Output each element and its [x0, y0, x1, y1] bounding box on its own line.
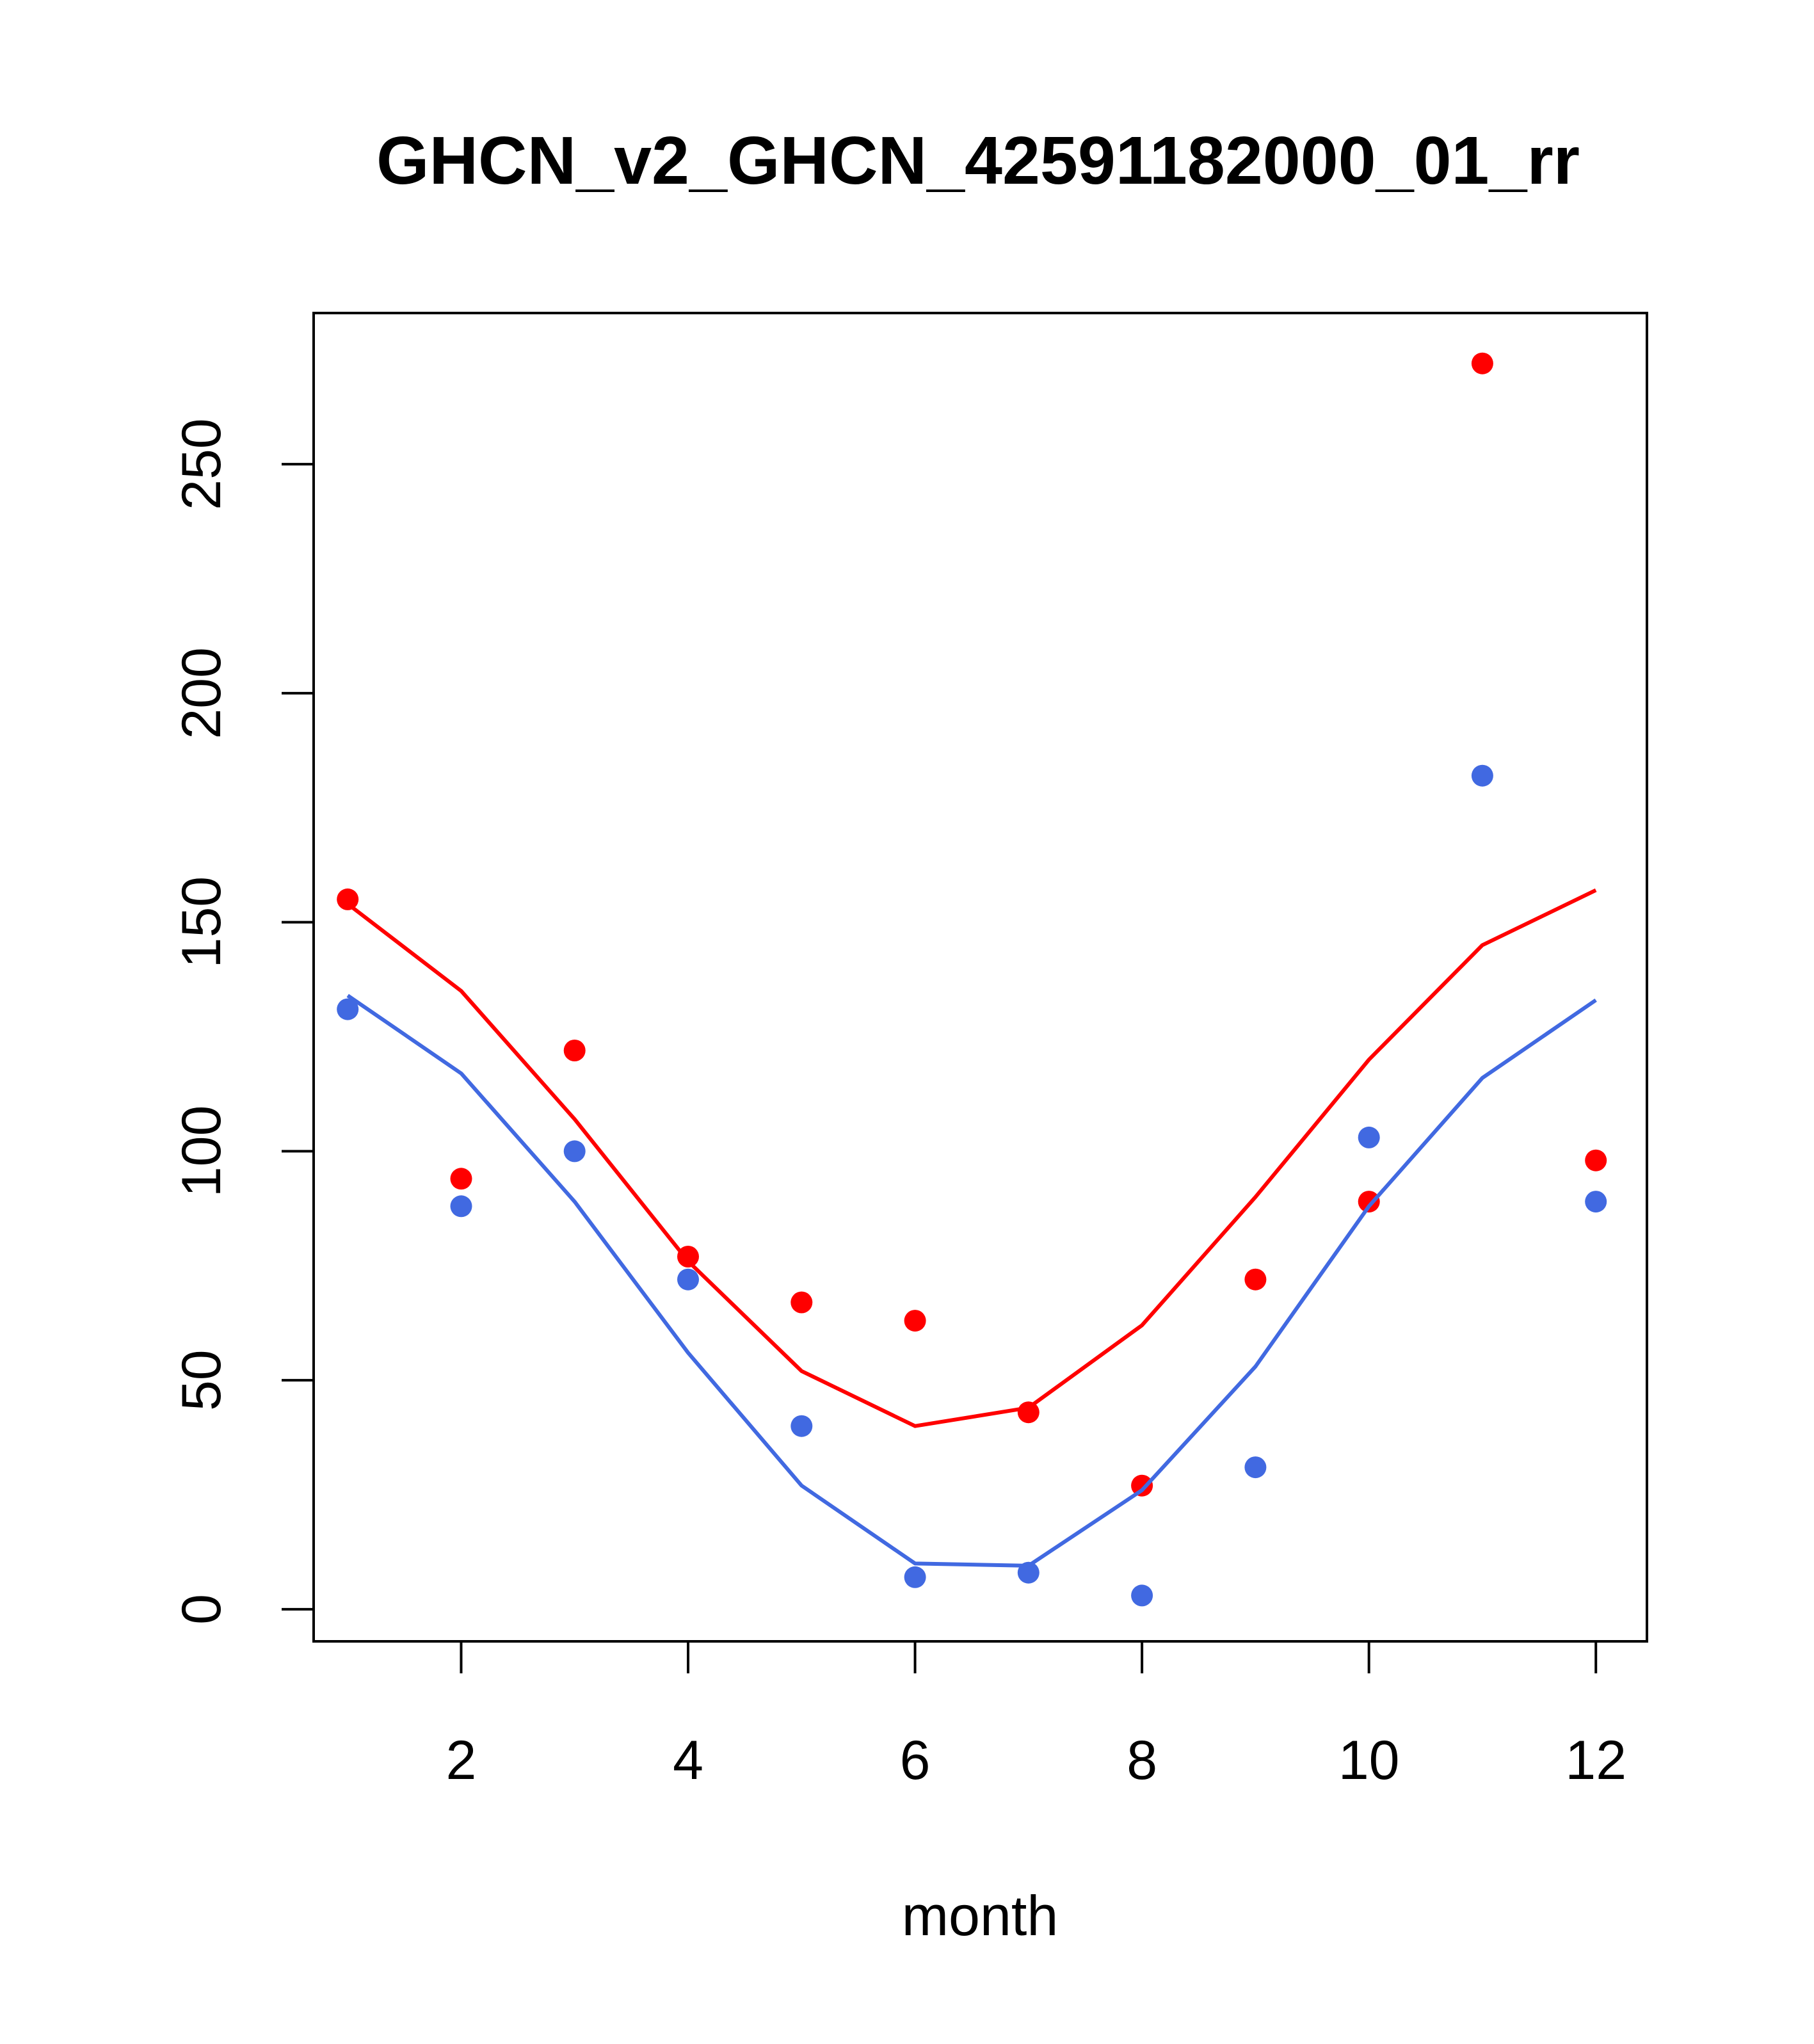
y-tick-label: 100 — [171, 1106, 232, 1198]
series-2-point — [1471, 764, 1493, 787]
series-2 — [337, 764, 1607, 1607]
x-tick-label: 4 — [673, 1730, 703, 1791]
series-2-line — [346, 994, 1597, 1568]
series-1-point — [1017, 1401, 1039, 1424]
series-1-point — [1131, 1474, 1153, 1497]
x-tick-label: 12 — [1565, 1730, 1626, 1791]
series-1-point — [677, 1246, 699, 1267]
y-tick-label: 250 — [171, 418, 232, 510]
series-2-point — [677, 1268, 699, 1291]
series-2-point — [337, 998, 359, 1020]
series-1-point — [791, 1291, 813, 1314]
series-layer — [337, 352, 1607, 1607]
series-2-point — [904, 1566, 926, 1588]
chart-title: GHCN_v2_GHCN_42591182000_01_rr — [376, 123, 1580, 198]
x-axis: 2 4 6 8 10 12 — [446, 1640, 1626, 1791]
x-tick-label: 6 — [900, 1730, 931, 1791]
series-1-point — [563, 1040, 586, 1061]
series-1-point — [337, 888, 359, 910]
series-2-point — [1358, 1126, 1380, 1148]
series-2-point — [1131, 1584, 1153, 1607]
y-tick-label: 200 — [171, 647, 232, 739]
x-tick-label: 10 — [1338, 1730, 1400, 1791]
series-2-point — [450, 1195, 472, 1218]
series-1-point — [1585, 1149, 1607, 1171]
series-2-point — [1585, 1191, 1607, 1213]
x-axis-label: month — [902, 1884, 1059, 1947]
series-2-point — [563, 1140, 586, 1163]
y-tick-label: 0 — [171, 1594, 232, 1625]
series-1-point — [450, 1168, 472, 1190]
x-tick-label: 8 — [1127, 1730, 1157, 1791]
series-1-point — [1358, 1191, 1380, 1213]
series-1-point — [904, 1310, 926, 1332]
series-2-point — [1244, 1456, 1267, 1479]
series-1-line — [346, 888, 1597, 1428]
y-tick-label: 150 — [171, 876, 232, 969]
series-1-point — [1244, 1268, 1267, 1291]
series-1 — [337, 352, 1607, 1497]
y-axis: 0 50 100 150 200 250 — [171, 418, 315, 1625]
series-1-point — [1471, 352, 1493, 374]
x-tick-label: 2 — [446, 1730, 477, 1791]
y-tick-label: 50 — [171, 1349, 232, 1411]
series-2-point — [791, 1415, 813, 1437]
series-2-point — [1017, 1561, 1039, 1584]
